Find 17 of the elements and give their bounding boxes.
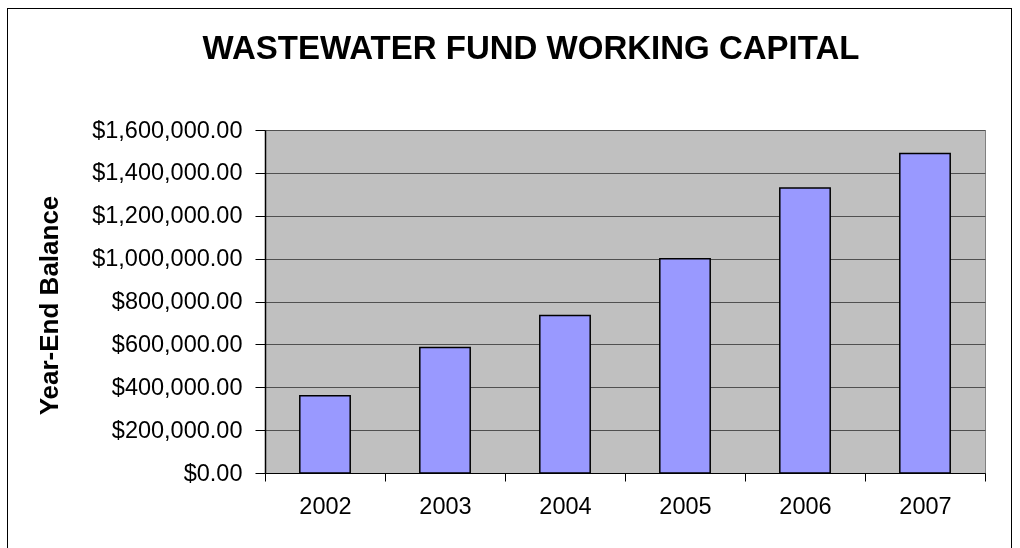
y-tick-label: $200,000.00 [111, 416, 243, 443]
x-tick-label: 2005 [659, 492, 712, 519]
y-tick-label: $1,000,000.00 [92, 245, 243, 272]
y-tick-label: $0.00 [183, 459, 243, 486]
x-tick-label: 2003 [419, 492, 472, 519]
x-tick-label: 2007 [899, 492, 952, 519]
chart-title: WASTEWATER FUND WORKING CAPITAL [202, 29, 860, 66]
y-tick-label: $600,000.00 [111, 330, 243, 357]
y-tick-label: $1,400,000.00 [92, 159, 243, 186]
y-axis-title: Year-End Balance [33, 195, 64, 416]
y-tick-label: $1,200,000.00 [92, 202, 243, 229]
y-tick-label: $1,600,000.00 [92, 116, 243, 143]
x-tick-label: 2006 [779, 492, 832, 519]
y-tick-label: $800,000.00 [111, 288, 243, 314]
y-tick-label: $400,000.00 [111, 373, 243, 400]
x-tick-label: 2002 [299, 492, 352, 519]
x-tick-label: 2004 [539, 492, 592, 519]
